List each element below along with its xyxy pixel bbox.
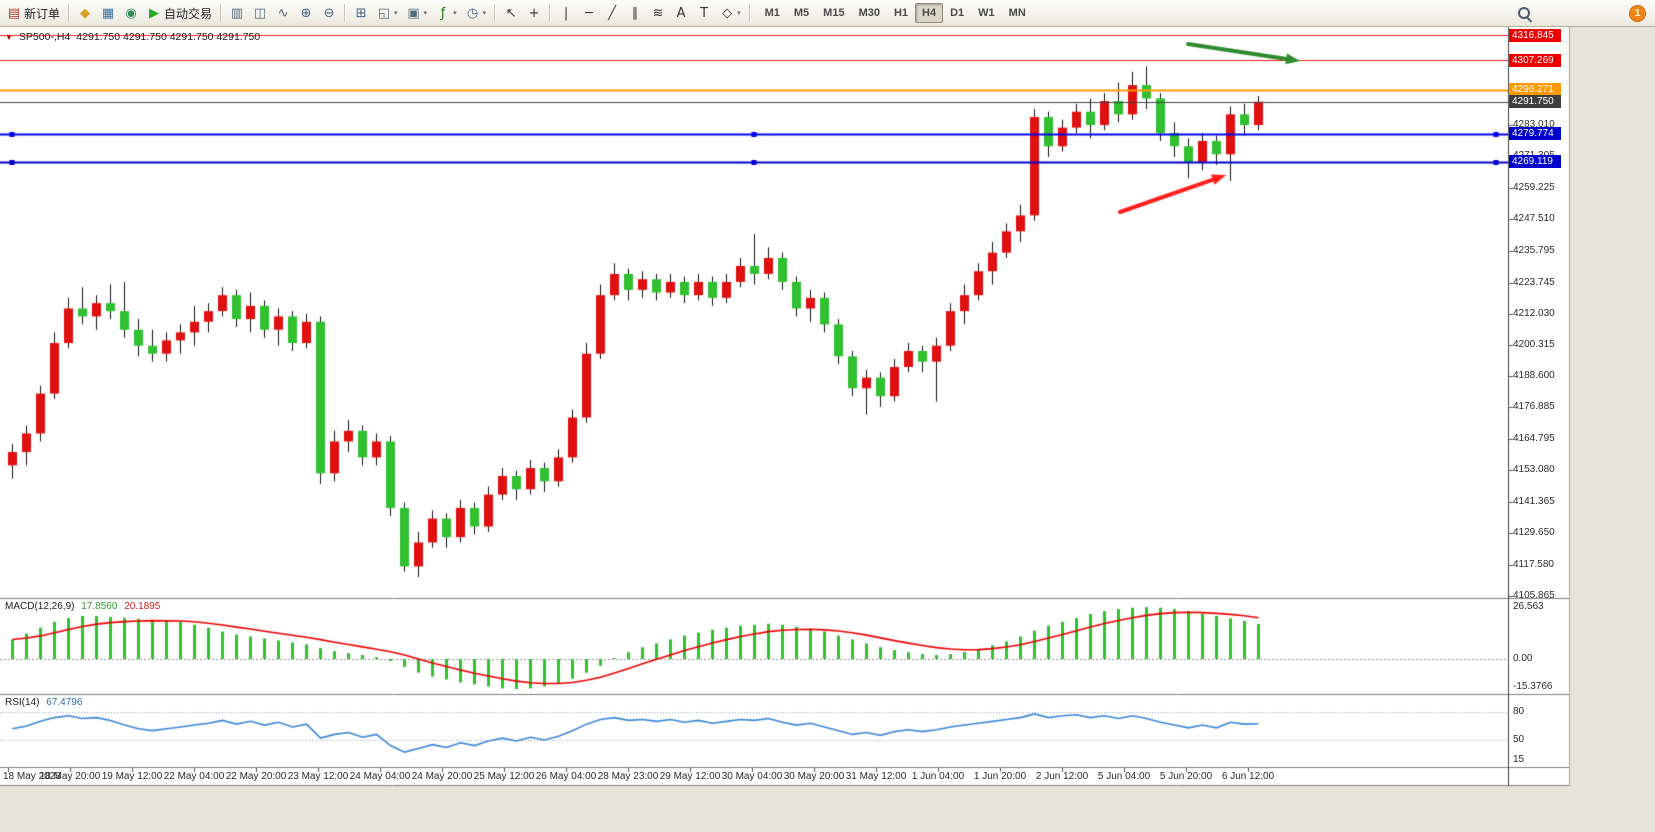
dropdown-caret-icon: ▾ xyxy=(453,10,457,17)
indicators-button[interactable]: ƒ ▾ xyxy=(432,1,461,25)
zoom-in-icon: ⊕ xyxy=(300,5,312,21)
new-chart-button[interactable]: ◱ ▾ xyxy=(373,1,402,25)
toolbar-right-group: 1 xyxy=(1512,1,1652,25)
timeframe-h1-button[interactable]: H1 xyxy=(893,7,909,19)
horizontal-line-icon: ─ xyxy=(585,5,593,21)
new-chart-icon: ◱ xyxy=(377,5,391,21)
auto-trading-button[interactable]: ▶ 自动交易 xyxy=(143,1,216,25)
toolbar-items: ▤ 新订单 ◆ ▦ ◉ ▶ 自动交易 ▥ ◫ ∿ ⊕ ⊖ ⊞ ◱ ▾ ▣ ▾ ƒ ▾ ◷ ▾ ↖ + | ─ ╱ ∥ ≋ A T ◇ ▾ xyxy=(3,1,754,25)
new-order-button[interactable]: ▤ 新订单 xyxy=(3,1,64,25)
vertical-line-button[interactable]: | xyxy=(555,1,577,25)
new-order-button-label: 新订单 xyxy=(24,6,61,21)
toolbar-separator xyxy=(494,4,497,22)
trendline-button[interactable]: ╱ xyxy=(601,1,623,25)
zoom-out-icon: ⊖ xyxy=(323,5,335,21)
tile-windows-button[interactable]: ⊞ xyxy=(350,1,372,25)
zoom-out-button[interactable]: ⊖ xyxy=(318,1,340,25)
tile-windows-icon: ⊞ xyxy=(355,5,367,21)
timeframe-m15-button[interactable]: M15 xyxy=(823,7,845,19)
horizontal-line-button[interactable]: ─ xyxy=(578,1,600,25)
timeframe-m30-button[interactable]: M30 xyxy=(858,7,880,19)
indicators-icon: ƒ xyxy=(440,5,446,21)
arrows-button[interactable]: ◇ ▾ xyxy=(716,1,745,25)
text-label-button[interactable]: T xyxy=(693,1,715,25)
vertical-line-icon: | xyxy=(563,5,569,21)
market-watch-icon: ▦ xyxy=(101,5,115,21)
candlestick-chart-button[interactable]: ◫ xyxy=(249,1,271,25)
cursor-icon: ↖ xyxy=(505,5,517,21)
new-order-icon: ▤ xyxy=(7,5,21,21)
toolbar-separator xyxy=(748,4,751,22)
bar-chart-button[interactable]: ▥ xyxy=(226,1,248,25)
cursor-button[interactable]: ↖ xyxy=(500,1,522,25)
toolbar-separator xyxy=(220,4,223,22)
channel-icon: ∥ xyxy=(631,5,639,21)
crosshair-icon: + xyxy=(528,5,540,21)
crosshair-button[interactable]: + xyxy=(523,1,545,25)
toolbar-separator xyxy=(344,4,347,22)
line-chart-icon: ∿ xyxy=(277,5,289,21)
timeframe-group: M1 M5 M15 M30 H1 H4 D1 W1 MN xyxy=(758,3,1033,23)
text-icon: A xyxy=(676,5,686,21)
arrows-icon: ◇ xyxy=(722,5,733,21)
market-watch-button[interactable]: ▦ xyxy=(97,1,119,25)
chart-profiles-button[interactable]: ◆ xyxy=(74,1,96,25)
profiles-button[interactable]: ▣ ▾ xyxy=(403,1,432,25)
toolbar-separator xyxy=(68,4,71,22)
timeframe-w1-button[interactable]: W1 xyxy=(978,7,995,19)
dropdown-caret-icon: ▾ xyxy=(423,10,428,17)
toolbar: ▤ 新订单 ◆ ▦ ◉ ▶ 自动交易 ▥ ◫ ∿ ⊕ ⊖ ⊞ ◱ ▾ ▣ ▾ ƒ ▾ ◷ ▾ ↖ + | ─ ╱ ∥ ≋ A T ◇ ▾ M1… xyxy=(0,0,1655,27)
search-icon xyxy=(1516,5,1533,23)
periods-icon: ◷ xyxy=(466,5,479,21)
auto-trading-button-label: 自动交易 xyxy=(164,6,213,21)
line-chart-button[interactable]: ∿ xyxy=(272,1,294,25)
text-button[interactable]: A xyxy=(670,1,692,25)
search-button[interactable] xyxy=(1512,1,1537,25)
auto-trading-icon: ▶ xyxy=(149,5,160,21)
candlestick-chart-icon: ◫ xyxy=(253,5,267,21)
dropdown-caret-icon: ▾ xyxy=(482,10,487,17)
data-folder-button[interactable]: ◉ xyxy=(120,1,142,25)
notification-badge[interactable]: 1 xyxy=(1629,4,1646,22)
channel-button[interactable]: ∥ xyxy=(624,1,646,25)
chart-profiles-icon: ◆ xyxy=(80,5,91,21)
fibonacci-button[interactable]: ≋ xyxy=(647,1,669,25)
timeframe-mn-button[interactable]: MN xyxy=(1008,7,1026,19)
dropdown-caret-icon: ▾ xyxy=(394,10,398,17)
text-label-icon: T xyxy=(700,5,709,21)
data-folder-icon: ◉ xyxy=(125,5,137,21)
fibonacci-icon: ≋ xyxy=(652,5,664,21)
toolbar-separator xyxy=(549,4,552,22)
zoom-in-button[interactable]: ⊕ xyxy=(295,1,317,25)
timeframe-h4-button[interactable]: H4 xyxy=(915,3,944,23)
dropdown-caret-icon: ▾ xyxy=(737,10,741,17)
trendline-icon: ╱ xyxy=(608,5,616,21)
profiles-icon: ▣ xyxy=(407,5,420,21)
bar-chart-icon: ▥ xyxy=(230,5,244,21)
timeframe-m5-button[interactable]: M5 xyxy=(793,7,810,19)
timeframe-d1-button[interactable]: D1 xyxy=(950,7,965,19)
periods-button[interactable]: ◷ ▾ xyxy=(462,1,491,25)
timeframe-m1-button[interactable]: M1 xyxy=(764,7,780,19)
